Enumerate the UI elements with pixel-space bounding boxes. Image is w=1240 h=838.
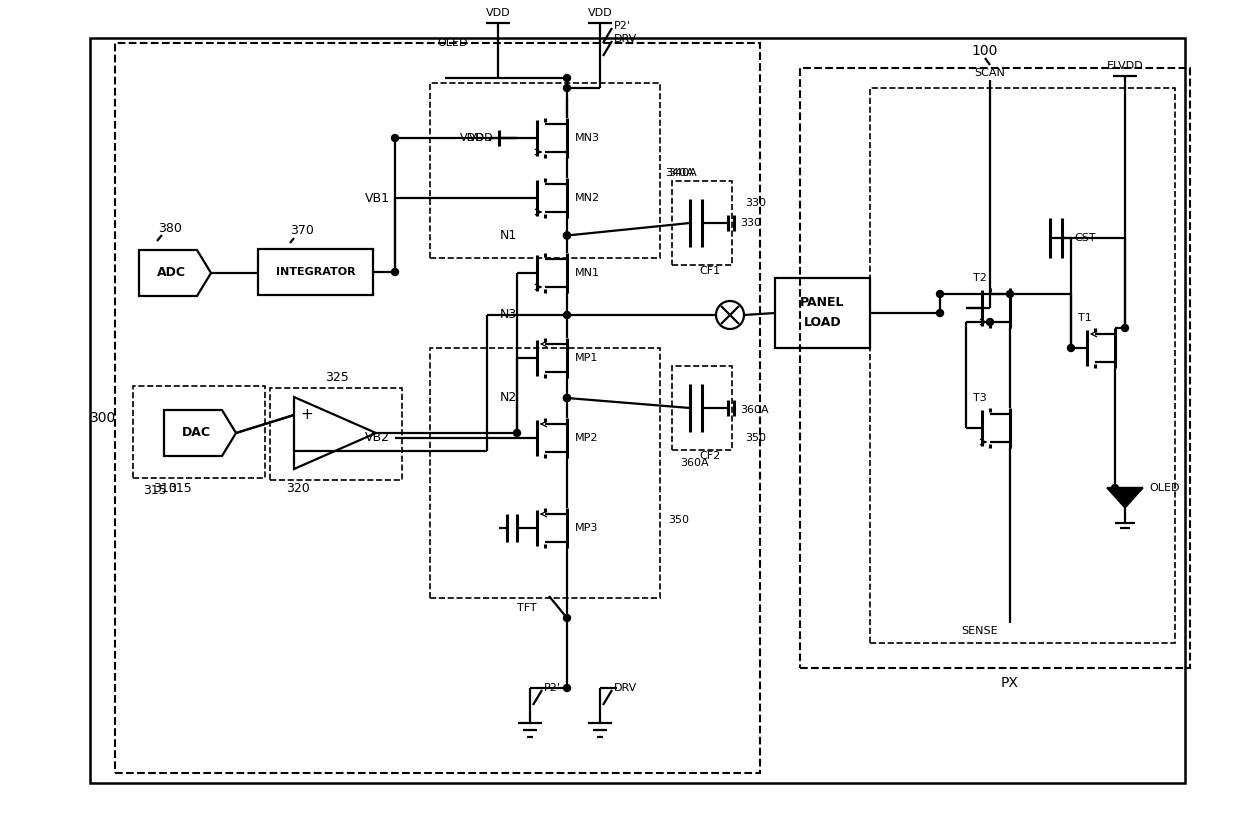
Text: 340A: 340A <box>668 168 697 178</box>
Circle shape <box>563 75 570 81</box>
Text: TFT: TFT <box>517 603 537 613</box>
Text: P2': P2' <box>544 683 560 693</box>
Bar <box>775 278 870 348</box>
Circle shape <box>563 85 570 91</box>
Bar <box>870 88 1176 643</box>
Text: 360A: 360A <box>680 458 708 468</box>
Bar <box>430 83 660 258</box>
Bar <box>672 366 732 450</box>
Circle shape <box>563 232 570 239</box>
Circle shape <box>563 685 570 691</box>
Text: PANEL: PANEL <box>800 297 844 309</box>
Text: MP1: MP1 <box>575 353 599 363</box>
Text: 310: 310 <box>153 482 177 494</box>
Text: N1: N1 <box>500 229 517 242</box>
Text: 325: 325 <box>325 371 348 385</box>
Text: DRV: DRV <box>614 683 637 693</box>
Text: MN3: MN3 <box>575 133 600 143</box>
Text: VDD: VDD <box>470 133 494 143</box>
Circle shape <box>392 135 398 142</box>
Circle shape <box>563 395 570 401</box>
Text: VDD: VDD <box>588 8 613 18</box>
Text: SENSE: SENSE <box>962 626 998 636</box>
Text: 340A: 340A <box>665 168 693 178</box>
Text: LOAD: LOAD <box>804 317 841 329</box>
Circle shape <box>563 614 570 622</box>
Bar <box>258 249 373 295</box>
Text: +: + <box>300 407 314 422</box>
Text: T1: T1 <box>1078 313 1092 323</box>
Text: MP2: MP2 <box>575 433 599 443</box>
Bar <box>133 386 265 478</box>
Text: VDD: VDD <box>460 133 485 143</box>
Text: DAC: DAC <box>181 427 211 439</box>
Circle shape <box>1068 344 1075 351</box>
Text: T2: T2 <box>973 273 987 283</box>
Text: 315: 315 <box>143 484 167 496</box>
Circle shape <box>1111 484 1118 492</box>
Circle shape <box>1121 324 1128 332</box>
Circle shape <box>987 318 993 325</box>
Text: 300: 300 <box>91 411 117 425</box>
Text: 370: 370 <box>290 224 314 236</box>
Text: 330: 330 <box>745 198 766 208</box>
Text: CST: CST <box>1074 233 1096 243</box>
Text: 350: 350 <box>668 515 689 525</box>
Bar <box>91 38 1185 783</box>
Text: SCAN: SCAN <box>975 68 1006 78</box>
Text: T3: T3 <box>973 393 987 403</box>
Text: VB1: VB1 <box>365 192 391 204</box>
Text: OLED: OLED <box>438 38 467 48</box>
Text: MP3: MP3 <box>575 523 599 533</box>
Text: VB2: VB2 <box>365 432 391 444</box>
Text: CF1: CF1 <box>699 266 720 276</box>
Text: MN2: MN2 <box>575 193 600 203</box>
Text: ELVDD: ELVDD <box>1106 61 1143 71</box>
Text: −: − <box>300 442 314 460</box>
Text: MN1: MN1 <box>575 268 600 278</box>
Text: CF2: CF2 <box>699 451 720 461</box>
Text: VDD: VDD <box>486 8 511 18</box>
Text: P2': P2' <box>614 21 631 31</box>
Text: 350: 350 <box>745 433 766 443</box>
Circle shape <box>563 232 570 239</box>
Text: N3: N3 <box>500 308 517 322</box>
Circle shape <box>392 268 398 276</box>
Bar <box>115 43 760 773</box>
Bar <box>430 348 660 598</box>
Text: 315: 315 <box>167 482 192 494</box>
Text: N2: N2 <box>500 391 517 405</box>
Text: INTEGRATOR: INTEGRATOR <box>275 267 356 277</box>
Bar <box>270 388 402 480</box>
Circle shape <box>1007 291 1013 297</box>
Text: 330: 330 <box>740 219 761 229</box>
Bar <box>672 181 732 265</box>
Text: 360A: 360A <box>740 405 769 415</box>
Text: OLED: OLED <box>1149 483 1179 493</box>
Circle shape <box>563 395 570 401</box>
Text: 380: 380 <box>157 221 182 235</box>
Circle shape <box>936 291 944 297</box>
Text: PX: PX <box>1001 676 1019 690</box>
Polygon shape <box>1107 488 1143 508</box>
Circle shape <box>936 309 944 317</box>
Text: 320: 320 <box>286 482 310 494</box>
Circle shape <box>563 312 570 318</box>
Text: DRV: DRV <box>614 34 637 44</box>
Text: 100: 100 <box>972 44 998 58</box>
Bar <box>800 68 1190 668</box>
Circle shape <box>513 430 521 437</box>
Text: ADC: ADC <box>156 266 186 280</box>
